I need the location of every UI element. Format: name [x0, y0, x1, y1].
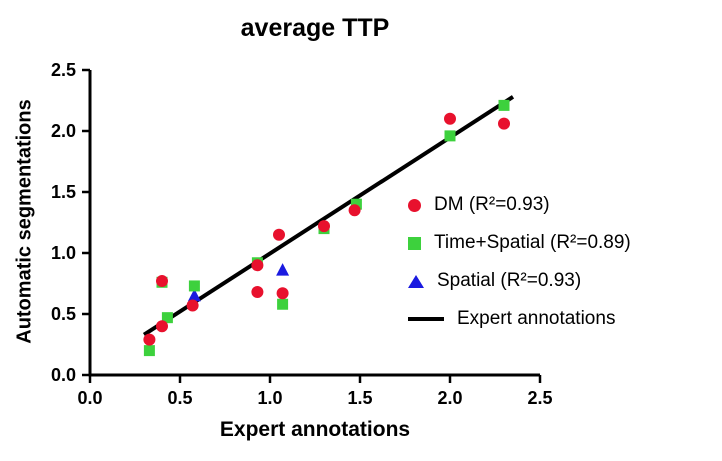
dm-circle-marker-icon [408, 198, 421, 212]
data-point-square [161, 312, 173, 324]
data-point-circle [498, 117, 510, 130]
data-point-circle [156, 320, 168, 333]
y-tick-label: 0.0 [51, 365, 76, 385]
y-tick-label: 2.0 [51, 121, 76, 141]
x-tick-label: 0.0 [77, 388, 102, 408]
legend-label-spatial: Spatial (R²=0.93) [437, 270, 582, 291]
x-axis-label: Expert annotations [219, 418, 411, 441]
y-tick-label: 1.0 [51, 243, 76, 263]
chart-title: average TTP [240, 14, 390, 42]
data-point-circle [318, 220, 330, 233]
data-point-circle [276, 287, 289, 300]
x-tick-label: 1.5 [347, 388, 372, 408]
data-point-circle [251, 286, 264, 299]
legend-item-spatial: Spatial (R²=0.93) [408, 262, 631, 300]
legend-label-expert: Expert annotations [457, 308, 616, 329]
legend-label-dm: DM (R²=0.93) [434, 194, 550, 215]
data-point-circle [444, 112, 456, 125]
data-point-circle [273, 228, 285, 241]
data-point-square [143, 345, 155, 357]
data-point-circle [251, 259, 264, 272]
x-tick-label: 2.5 [527, 388, 552, 408]
time-spatial-square-marker-icon [408, 236, 421, 250]
y-tick-label: 2.5 [51, 60, 76, 80]
legend: DM (R²=0.93) Time+Spatial (R²=0.89) Spat… [408, 186, 631, 338]
data-point-square [498, 99, 510, 111]
y-tick-label: 0.5 [51, 304, 76, 324]
data-point-circle [186, 299, 199, 312]
y-tick-label: 1.5 [51, 182, 76, 202]
legend-item-time-spatial: Time+Spatial (R²=0.89) [408, 224, 631, 262]
legend-item-dm: DM (R²=0.93) [408, 186, 631, 224]
spatial-triangle-marker-icon [408, 274, 424, 288]
x-tick-label: 2.0 [437, 388, 462, 408]
data-point-triangle [187, 288, 201, 302]
data-point-circle [143, 333, 156, 346]
data-point-square [444, 130, 456, 142]
data-point-square [350, 198, 362, 210]
data-point-circle [156, 275, 168, 288]
data-point-square [277, 298, 289, 310]
legend-label-time-spatial: Time+Spatial (R²=0.89) [434, 232, 631, 253]
data-point-circle [348, 204, 361, 217]
data-point-triangle [276, 263, 290, 276]
expert-line-marker-icon [408, 317, 444, 321]
x-tick-label: 0.5 [167, 388, 192, 408]
x-tick-label: 1.0 [257, 388, 282, 408]
legend-item-expert-line: Expert annotations [408, 300, 631, 338]
data-point-square [188, 280, 200, 292]
